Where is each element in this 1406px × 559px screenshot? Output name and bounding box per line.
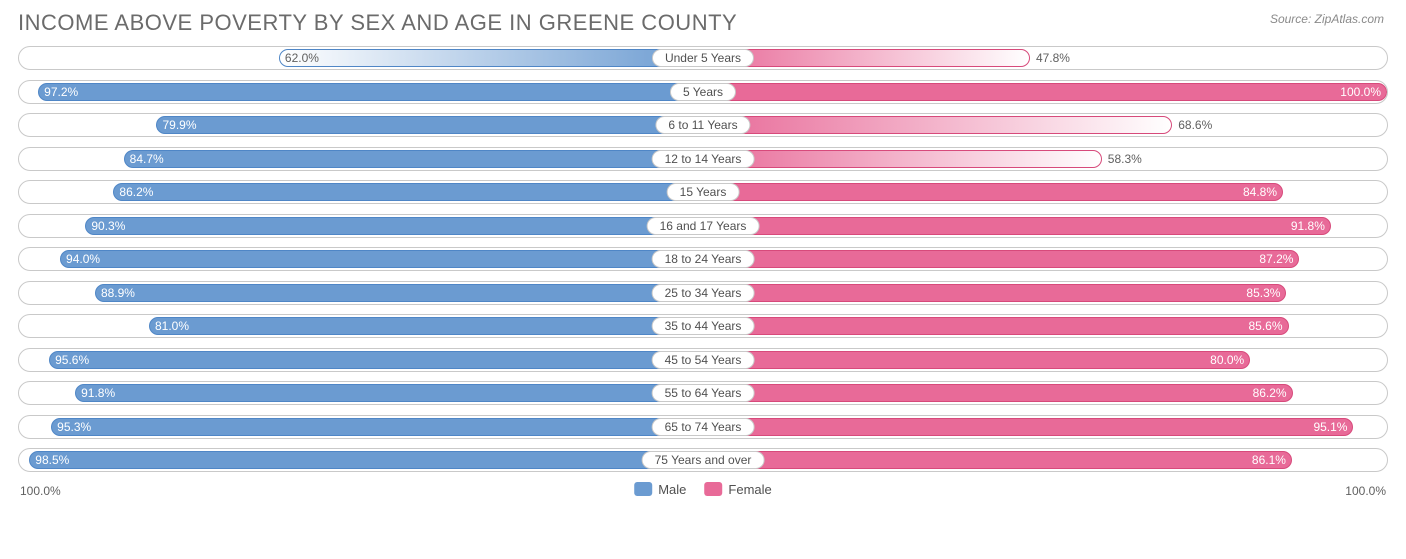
legend-item-male: Male: [634, 482, 686, 497]
chart-row: 97.2% 100.0% 5 Years: [18, 80, 1388, 104]
axis-label-left: 100.0%: [20, 484, 61, 498]
chart-row: 79.9% 68.6% 6 to 11 Years: [18, 113, 1388, 137]
category-label: 75 Years and over: [642, 451, 765, 469]
female-value-label: 86.2%: [1253, 386, 1287, 400]
category-label: 25 to 34 Years: [652, 284, 755, 302]
male-bar: [49, 351, 703, 369]
female-bar: [703, 83, 1387, 101]
chart-legend: Male Female: [634, 482, 772, 497]
female-value-label: 86.1%: [1252, 453, 1286, 467]
female-bar: [703, 284, 1286, 302]
male-value-label: 95.6%: [55, 353, 89, 367]
chart-row: 95.3% 95.1% 65 to 74 Years: [18, 415, 1388, 439]
female-value-label: 95.1%: [1313, 420, 1347, 434]
male-value-label: 81.0%: [155, 319, 189, 333]
male-bar: [156, 116, 703, 134]
male-value-label: 95.3%: [57, 420, 91, 434]
female-bar: [703, 116, 1172, 134]
female-value-label: 87.2%: [1259, 252, 1293, 266]
category-label: 45 to 54 Years: [652, 351, 755, 369]
male-bar: [124, 150, 703, 168]
male-bar: [95, 284, 703, 302]
male-value-label: 79.9%: [162, 118, 196, 132]
chart-row: 62.0% 47.8% Under 5 Years: [18, 46, 1388, 70]
male-value-label: 94.0%: [66, 252, 100, 266]
female-value-label: 85.6%: [1248, 319, 1282, 333]
category-label: 35 to 44 Years: [652, 317, 755, 335]
diverging-bar-chart: 62.0% 47.8% Under 5 Years 97.2% 100.0% 5 Year…: [18, 46, 1388, 472]
female-bar: [703, 418, 1353, 436]
male-bar: [113, 183, 703, 201]
female-value-label: 68.6%: [1178, 118, 1212, 132]
category-label: 55 to 64 Years: [652, 384, 755, 402]
male-bar: [75, 384, 703, 402]
male-bar: [38, 83, 703, 101]
chart-row: 98.5% 86.1% 75 Years and over: [18, 448, 1388, 472]
male-value-label: 97.2%: [44, 85, 78, 99]
chart-title: INCOME ABOVE POVERTY BY SEX AND AGE IN G…: [18, 10, 1388, 36]
legend-label-female: Female: [728, 482, 771, 497]
female-value-label: 84.8%: [1243, 185, 1277, 199]
category-label: Under 5 Years: [652, 49, 754, 67]
male-value-label: 98.5%: [35, 453, 69, 467]
male-value-label: 62.0%: [285, 51, 319, 65]
female-bar: [703, 183, 1283, 201]
swatch-male: [634, 482, 652, 496]
chart-footer: 100.0% Male Female 100.0%: [18, 482, 1388, 504]
female-value-label: 80.0%: [1210, 353, 1244, 367]
chart-row: 90.3% 91.8% 16 and 17 Years: [18, 214, 1388, 238]
chart-row: 88.9% 85.3% 25 to 34 Years: [18, 281, 1388, 305]
category-label: 65 to 74 Years: [652, 418, 755, 436]
female-bar: [703, 217, 1331, 235]
female-value-label: 100.0%: [1340, 85, 1381, 99]
male-bar: [29, 451, 703, 469]
female-value-label: 47.8%: [1036, 51, 1070, 65]
male-value-label: 86.2%: [119, 185, 153, 199]
male-bar: [279, 49, 703, 67]
female-value-label: 85.3%: [1246, 286, 1280, 300]
male-value-label: 88.9%: [101, 286, 135, 300]
male-value-label: 90.3%: [91, 219, 125, 233]
chart-row: 84.7% 58.3% 12 to 14 Years: [18, 147, 1388, 171]
female-bar: [703, 250, 1299, 268]
female-bar: [703, 317, 1289, 335]
legend-label-male: Male: [658, 482, 686, 497]
source-attribution: Source: ZipAtlas.com: [1270, 12, 1384, 26]
male-bar: [51, 418, 703, 436]
chart-row: 81.0% 85.6% 35 to 44 Years: [18, 314, 1388, 338]
chart-row: 91.8% 86.2% 55 to 64 Years: [18, 381, 1388, 405]
female-bar: [703, 351, 1250, 369]
chart-row: 86.2% 84.8% 15 Years: [18, 180, 1388, 204]
chart-row: 95.6% 80.0% 45 to 54 Years: [18, 348, 1388, 372]
category-label: 16 and 17 Years: [647, 217, 760, 235]
female-bar: [703, 150, 1102, 168]
female-value-label: 58.3%: [1108, 152, 1142, 166]
female-bar: [703, 384, 1293, 402]
male-value-label: 91.8%: [81, 386, 115, 400]
male-bar: [85, 217, 703, 235]
category-label: 12 to 14 Years: [652, 150, 755, 168]
category-label: 6 to 11 Years: [655, 116, 750, 134]
male-bar: [60, 250, 703, 268]
female-value-label: 91.8%: [1291, 219, 1325, 233]
legend-item-female: Female: [704, 482, 771, 497]
category-label: 5 Years: [670, 83, 736, 101]
male-bar: [149, 317, 703, 335]
swatch-female: [704, 482, 722, 496]
category-label: 18 to 24 Years: [652, 250, 755, 268]
category-label: 15 Years: [667, 183, 740, 201]
axis-label-right: 100.0%: [1345, 484, 1386, 498]
male-value-label: 84.7%: [130, 152, 164, 166]
chart-row: 94.0% 87.2% 18 to 24 Years: [18, 247, 1388, 271]
female-bar: [703, 451, 1292, 469]
